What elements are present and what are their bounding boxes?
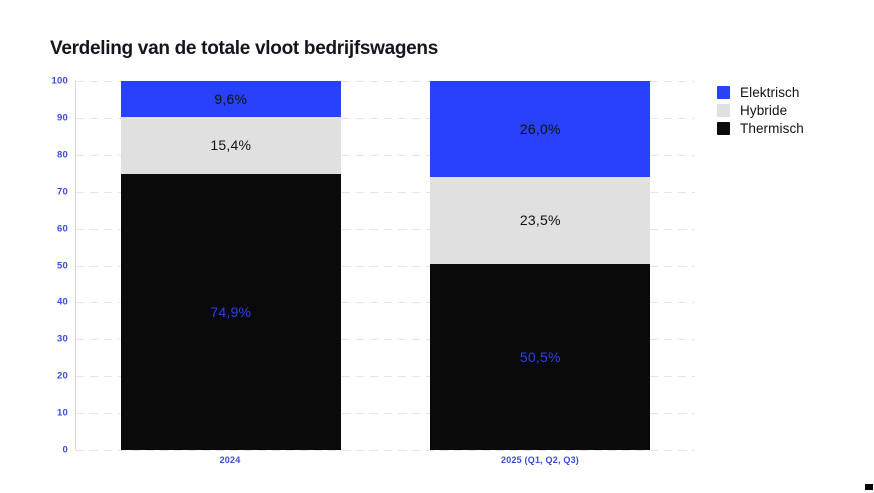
segment-elektrisch: 26,0% <box>430 81 651 177</box>
legend: Elektrisch Hybride Thermisch <box>717 83 804 137</box>
x-axis-labels: 2024 2025 (Q1, Q2, Q3) <box>75 451 695 471</box>
y-axis-ticks: 0 10 20 30 40 50 60 70 80 90 100 <box>0 76 68 456</box>
stacked-bar-2024: 9,6% 15,4% 74,9% <box>120 81 341 450</box>
gridline <box>76 228 695 230</box>
segment-value-label: 50,5% <box>519 348 561 365</box>
segment-value-label: 9,6% <box>214 91 248 108</box>
plot-area: 9,6% 15,4% 74,9% 26,0% 23,5% 50,5% <box>75 81 695 451</box>
gridline <box>76 450 695 451</box>
segment-value-label: 15,4% <box>210 137 252 154</box>
legend-swatch-icon <box>717 103 730 117</box>
gridline <box>76 81 695 82</box>
legend-item-hybride: Hybride <box>717 101 804 119</box>
stacked-bar-2025-q1-q2-q3-: 26,0% 23,5% 50,5% <box>430 81 651 450</box>
screen-artifact <box>865 484 873 490</box>
gridline <box>76 154 695 156</box>
y-tick-label: 20 <box>57 370 68 382</box>
y-tick-label: 60 <box>57 223 68 235</box>
legend-label: Hybride <box>740 102 788 118</box>
x-category-label: 2024 <box>219 455 241 465</box>
y-tick-label: 100 <box>51 75 68 87</box>
x-category-label: 2025 (Q1, Q2, Q3) <box>501 455 579 465</box>
gridline <box>76 117 695 119</box>
gridline <box>76 191 695 193</box>
y-tick-label: 90 <box>57 112 68 124</box>
legend-swatch-icon <box>717 85 730 99</box>
segment-thermisch: 50,5% <box>430 263 651 450</box>
segment-hybride: 23,5% <box>430 176 651 264</box>
segment-value-label: 23,5% <box>519 212 561 229</box>
legend-label: Thermisch <box>740 120 804 136</box>
gridline <box>76 265 695 267</box>
legend-item-elektrisch: Elektrisch <box>717 83 804 101</box>
y-tick-label: 0 <box>62 444 68 456</box>
gridline <box>76 376 695 378</box>
legend-item-thermisch: Thermisch <box>717 119 804 137</box>
gridline <box>76 339 695 341</box>
y-tick-label: 80 <box>57 149 68 161</box>
y-tick-label: 40 <box>57 296 68 308</box>
y-tick-label: 50 <box>57 260 68 271</box>
y-tick-label: 10 <box>57 407 68 419</box>
gridline <box>76 302 695 304</box>
segment-thermisch: 74,9% <box>120 173 341 450</box>
chart-title: Verdeling van de totale vloot bedrijfswa… <box>50 38 439 59</box>
legend-swatch-icon <box>717 121 730 135</box>
y-tick-label: 30 <box>57 333 68 345</box>
segment-value-label: 26,0% <box>519 120 561 137</box>
legend-label: Elektrisch <box>740 84 800 100</box>
y-tick-label: 70 <box>57 186 68 198</box>
gridline <box>76 413 695 415</box>
segment-elektrisch: 9,6% <box>120 81 341 117</box>
segment-value-label: 74,9% <box>210 303 252 320</box>
segment-hybride: 15,4% <box>120 116 341 174</box>
